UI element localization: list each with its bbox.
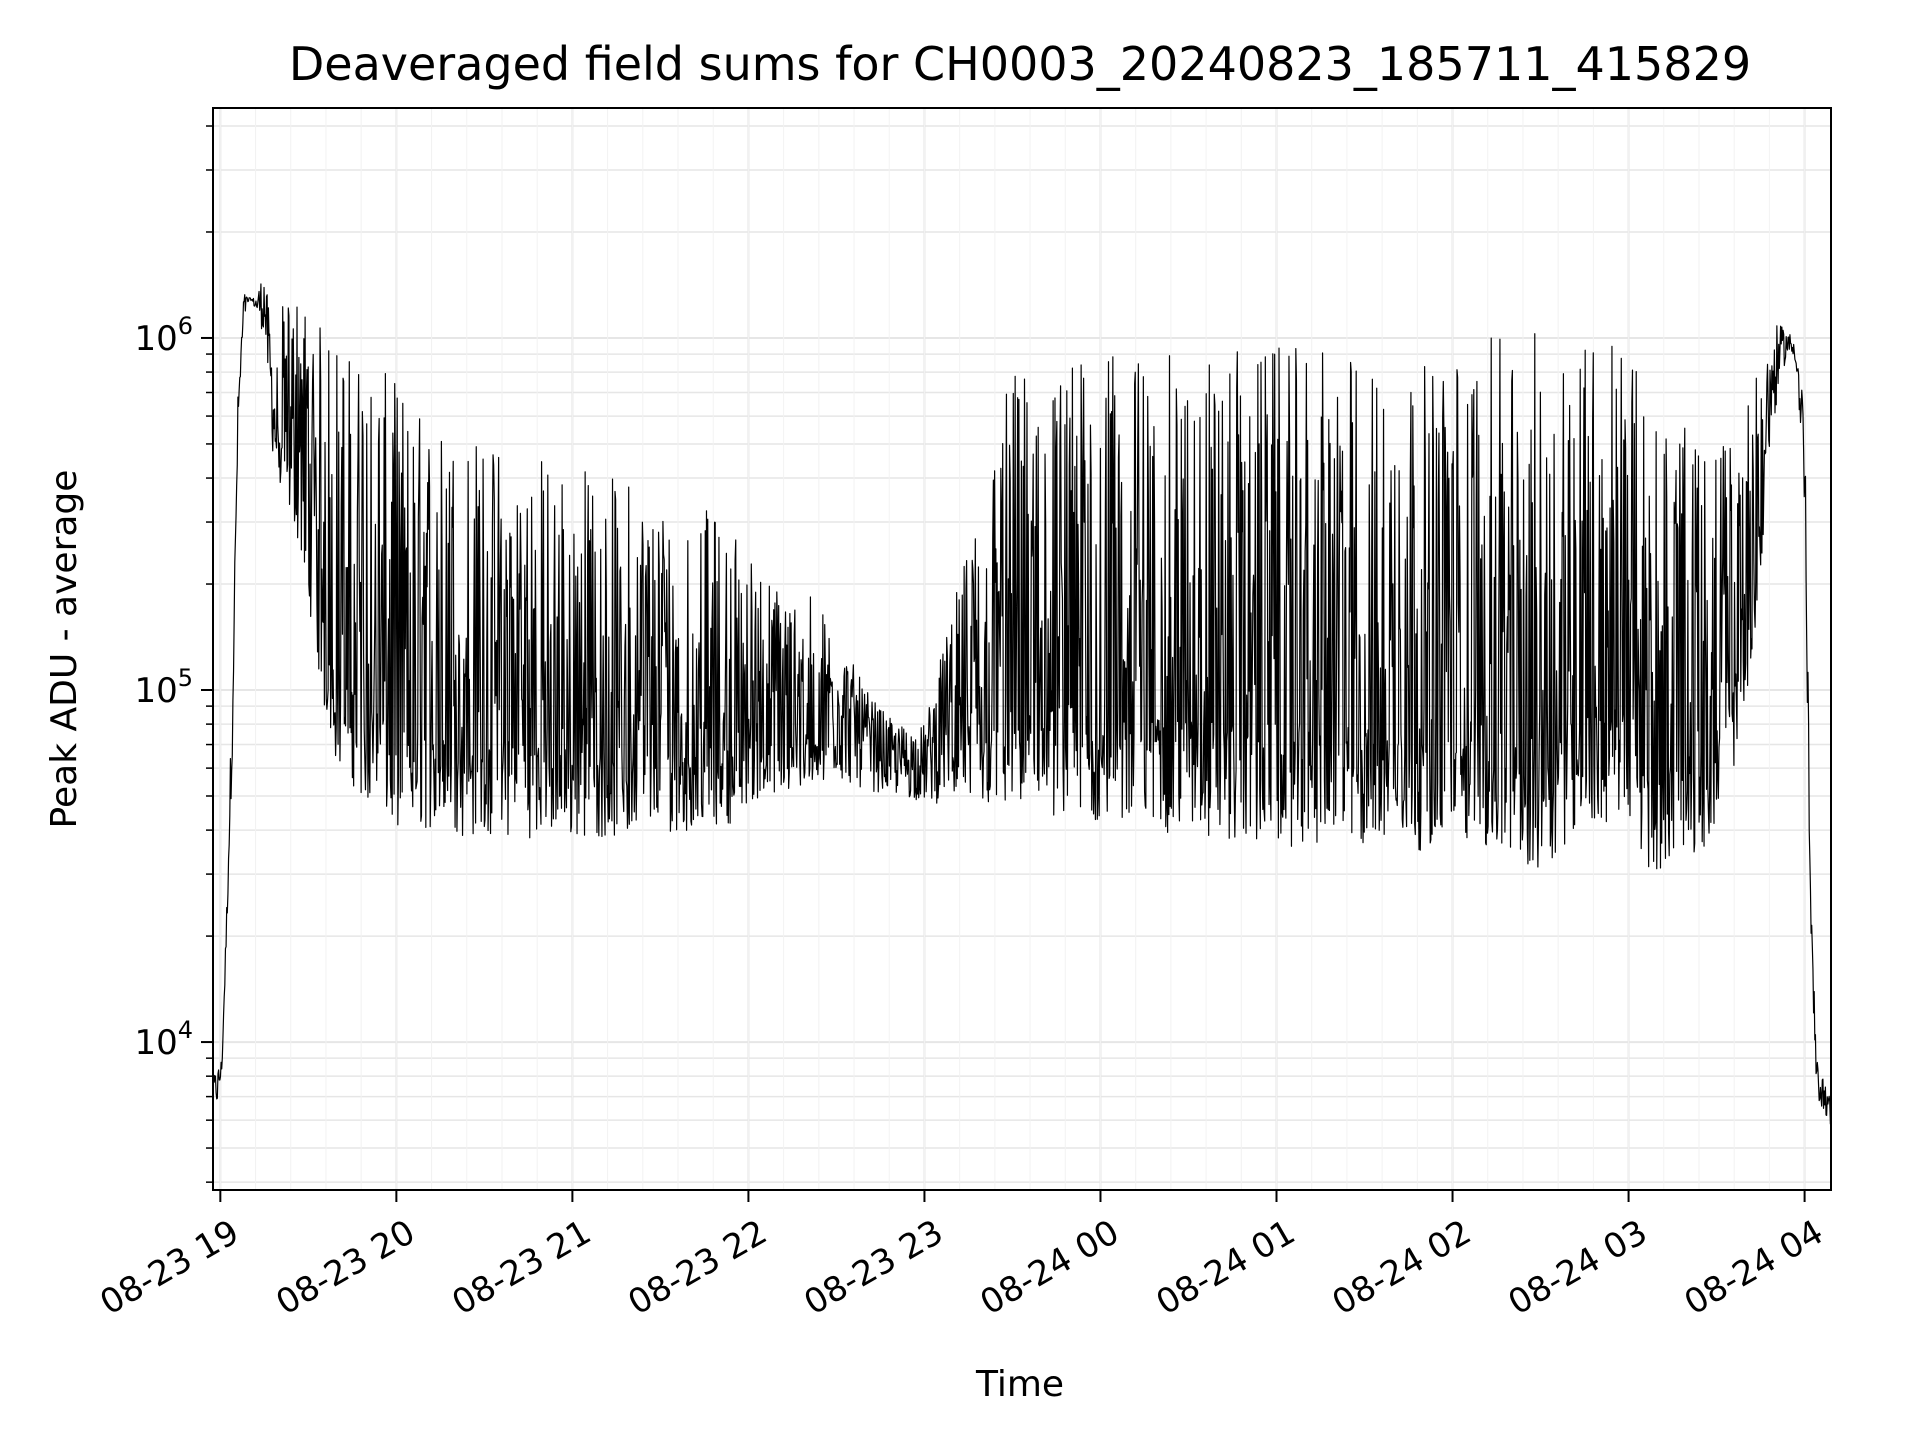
y-axis-label: Peak ADU - average xyxy=(44,470,85,829)
x-axis-label: Time xyxy=(975,1364,1064,1405)
plot-frame xyxy=(212,107,1832,1191)
chart-title: Deaveraged field sums for CH0003_2024082… xyxy=(289,37,1751,91)
y-tick-label: 106 xyxy=(134,312,193,359)
series-line xyxy=(212,283,1832,1125)
y-axis: 104 105 106 xyxy=(134,125,213,1183)
data-layer xyxy=(212,283,1832,1125)
y-tick-label: 104 xyxy=(134,1016,193,1063)
y-tick-label: 105 xyxy=(134,664,193,711)
